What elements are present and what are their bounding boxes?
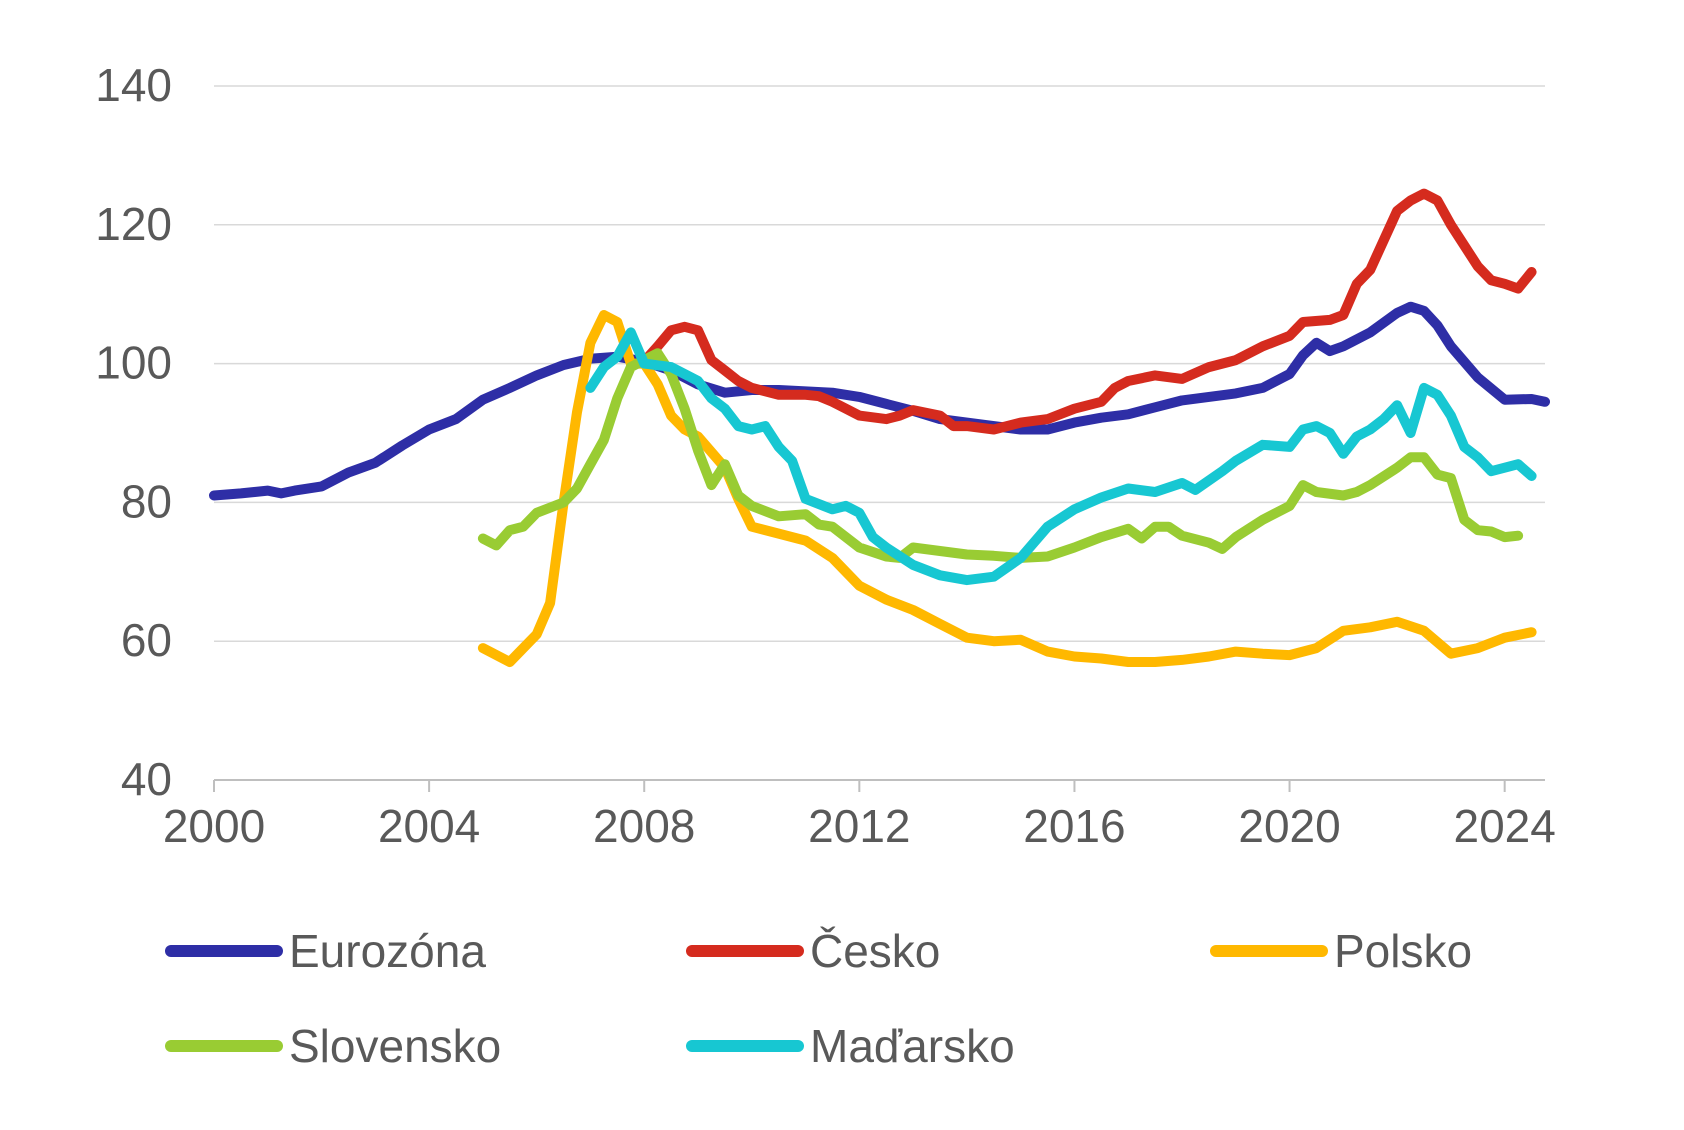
legend-item-madarsko: Maďarsko [686, 1023, 1015, 1069]
series-line-0 [209, 301, 1550, 501]
series-line-4 [585, 327, 1537, 586]
legend-swatch-slovensko [165, 1040, 283, 1052]
y-tick-label: 40 [121, 753, 172, 805]
x-tick-label: 2024 [1453, 800, 1555, 852]
series-line-2 [477, 310, 1537, 667]
legend-label-eurozona: Eurozóna [289, 925, 486, 977]
series-line-3 [477, 348, 1524, 563]
x-tick-label: 2012 [808, 800, 910, 852]
legend-label-madarsko: Maďarsko [810, 1020, 1015, 1072]
y-tick-label: 140 [95, 59, 172, 111]
legend-item-polsko: Polsko [1210, 928, 1472, 974]
y-tick-label: 60 [121, 614, 172, 666]
y-tick-label: 100 [95, 337, 172, 389]
x-axis [213, 779, 1545, 792]
x-tick-label: 2008 [593, 800, 695, 852]
x-axis-tick-labels: 2000 2004 2008 2012 2016 2020 2024 [163, 800, 1556, 852]
legend-label-slovensko: Slovensko [289, 1020, 502, 1072]
series-line-1 [639, 188, 1537, 435]
x-tick-label: 2016 [1023, 800, 1125, 852]
legend-item-slovensko: Slovensko [165, 1023, 501, 1069]
x-tick-label: 2004 [378, 800, 480, 852]
legend-item-cesko: Česko [686, 928, 940, 974]
y-tick-label: 120 [95, 198, 172, 250]
legend-swatch-cesko [686, 945, 804, 957]
x-tick-label: 2020 [1238, 800, 1340, 852]
legend-swatch-eurozona [165, 945, 283, 957]
legend-label-polsko: Polsko [1334, 925, 1473, 977]
y-tick-label: 80 [121, 475, 172, 527]
legend-swatch-madarsko [686, 1040, 804, 1052]
x-tick-label: 2000 [163, 800, 265, 852]
series-lines [209, 188, 1550, 667]
y-axis-tick-labels: 40 60 80 100 120 140 [95, 59, 172, 805]
legend-swatch-polsko [1210, 945, 1328, 957]
legend-item-eurozona: Eurozóna [165, 928, 486, 974]
legend-label-cesko: Česko [810, 925, 941, 977]
